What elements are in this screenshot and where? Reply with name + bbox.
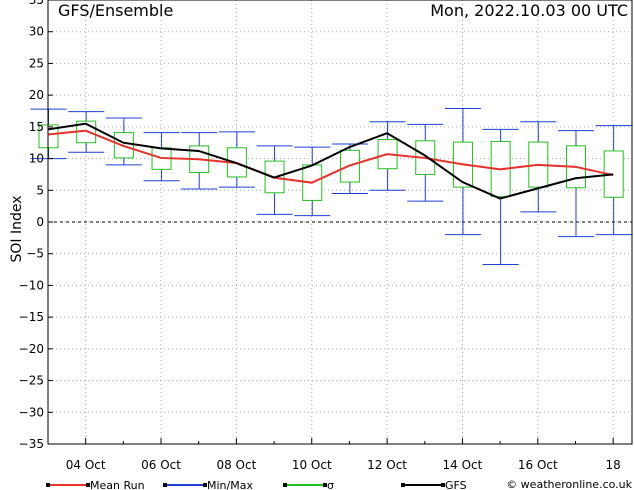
legend-label: Mean Run xyxy=(90,479,145,490)
x-tick-label: 14 Oct xyxy=(443,458,483,472)
x-tick-label: 18 xyxy=(606,458,621,472)
y-tick-label: 25 xyxy=(29,56,44,70)
legend-label: Min/Max xyxy=(207,479,253,490)
x-tick-label: 04 Oct xyxy=(66,458,106,472)
y-tick-label: 30 xyxy=(29,25,44,39)
x-tick-label: 06 Oct xyxy=(141,458,181,472)
chart-title: GFS/Ensemble xyxy=(58,1,173,20)
y-tick-label: −25 xyxy=(19,374,44,388)
legend-item: Min/Max xyxy=(163,479,253,490)
credit-text: © weatheronline.co.uk xyxy=(506,478,632,490)
legend-marker xyxy=(203,483,207,487)
legend-item: σ xyxy=(283,479,334,490)
legend-marker xyxy=(401,483,405,487)
x-tick-label: 16 Oct xyxy=(518,458,558,472)
legend-item: Mean Run xyxy=(46,479,145,490)
run-date: Mon, 2022.10.03 00 UTC xyxy=(430,1,628,20)
data-series xyxy=(30,107,632,265)
y-tick-label: −15 xyxy=(19,310,44,324)
axes: −35 −30 −25 −20 −15 −10 −5 0 5 10 15 20 25 30 35 04 Oct… xyxy=(19,0,621,472)
y-tick-label: −30 xyxy=(19,405,44,419)
mean-run-line xyxy=(47,129,614,184)
x-tick-label: 12 Oct xyxy=(367,458,407,472)
legend-marker xyxy=(46,483,50,487)
y-tick-label: −20 xyxy=(19,342,44,356)
y-tick-label: −35 xyxy=(19,437,44,451)
y-tick-label: −10 xyxy=(19,278,44,292)
y-tick-label: 20 xyxy=(29,88,44,102)
legend: Mean Run Min/Max σ GFS xyxy=(46,479,467,490)
legend-marker xyxy=(163,483,167,487)
y-tick-label: 10 xyxy=(29,152,44,166)
x-tick-label: 08 Oct xyxy=(216,458,256,472)
legend-item: GFS xyxy=(401,479,467,490)
legend-marker xyxy=(283,483,287,487)
y-axis-title: SOI Index xyxy=(9,195,25,262)
legend-label: GFS xyxy=(445,479,467,490)
legend-marker xyxy=(323,483,327,487)
grid-lines xyxy=(48,0,632,444)
y-tick-label: 15 xyxy=(29,120,44,134)
x-tick-label: 10 Oct xyxy=(292,458,332,472)
legend-marker xyxy=(441,483,445,487)
legend-marker xyxy=(86,483,90,487)
y-tick-label: 5 xyxy=(36,183,44,197)
gfs-line xyxy=(47,122,614,200)
y-tick-label: −5 xyxy=(26,247,44,261)
legend-label: σ xyxy=(327,479,334,490)
y-tick-label: 35 xyxy=(29,0,44,7)
y-tick-label: 0 xyxy=(36,215,44,229)
